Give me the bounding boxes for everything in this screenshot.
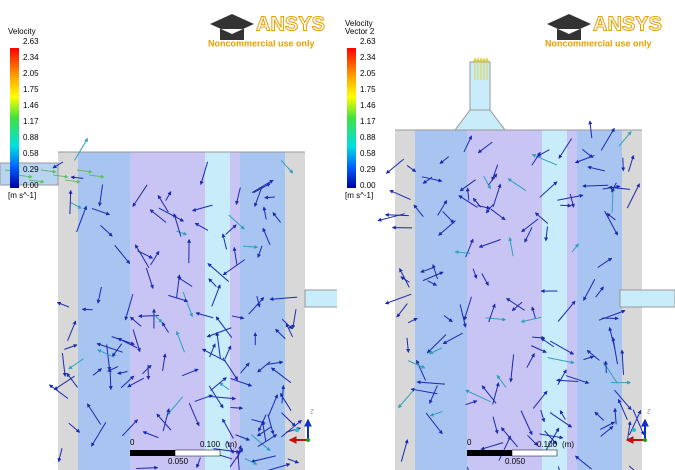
scale-bar — [130, 450, 175, 456]
domain-region — [230, 152, 240, 470]
axis-label: Z — [310, 410, 314, 416]
legend-tick: 2.63 — [360, 37, 376, 46]
legend-title: Vector 2 — [345, 27, 375, 36]
legend-tick: 0.29 — [360, 165, 376, 174]
scale-label: 0.050 — [505, 457, 526, 466]
domain-region — [205, 152, 230, 470]
domain-region — [285, 152, 305, 470]
velocity-vector — [265, 197, 275, 198]
scale-bar — [512, 450, 557, 456]
logo-cap — [210, 14, 254, 40]
cone — [455, 110, 505, 130]
logo-brand: ANSYS — [593, 13, 662, 35]
velocity-vector — [82, 309, 92, 310]
legend-tick: 1.17 — [23, 117, 39, 126]
axis-point — [295, 428, 299, 432]
legend-tick: 2.34 — [360, 53, 376, 62]
logo-note: Noncommercial use only — [545, 38, 652, 48]
legend-tick: 1.46 — [23, 101, 39, 110]
domain-region — [467, 130, 542, 470]
velocity-vector — [606, 361, 607, 373]
scale-bar — [175, 450, 220, 456]
legend-unit: [m s^-1] — [8, 191, 36, 200]
legend-tick: 0.88 — [23, 133, 39, 142]
logo-note: Noncommercial use only — [208, 38, 315, 48]
scale-label: 0.050 — [168, 457, 189, 466]
legend-tick: 0.00 — [23, 181, 39, 190]
legend-unit: [m s^-1] — [345, 191, 373, 200]
root: Velocity2.632.342.051.751.461.170.880.58… — [0, 13, 675, 470]
scale-label: (m) — [562, 440, 574, 449]
legend-tick: 0.29 — [23, 165, 39, 174]
legend-tick: 2.05 — [360, 69, 376, 78]
domain-region — [58, 152, 78, 470]
scale-bar — [467, 450, 512, 456]
legend-tick: 0.00 — [360, 181, 376, 190]
legend-tick: 0.88 — [360, 133, 376, 142]
panel: Velocity2.63 2.34 2.05 1.75 1.46 1.17 0.88 0.58… — [0, 13, 345, 470]
legend-tick: 0.58 — [23, 149, 39, 158]
outlet-pipe — [620, 290, 675, 307]
screenshot: Velocity2.632.342.051.751.461.170.880.58… — [0, 0, 675, 470]
legend-tick: 1.75 — [23, 85, 39, 94]
scale-label: 0 — [467, 438, 472, 447]
scale-label: 0.100 — [200, 440, 221, 449]
outlet-pipe — [305, 290, 345, 307]
legend-tick: 2.34 — [23, 53, 39, 62]
legend-tick: 1.75 — [360, 85, 376, 94]
domain-region — [567, 130, 577, 470]
color-bar — [10, 48, 19, 188]
logo-cap — [547, 14, 591, 40]
scale-label: (m) — [225, 440, 237, 449]
domain-region — [130, 152, 205, 470]
domain-region — [395, 130, 415, 470]
axis-y — [306, 438, 310, 442]
axis-label: Z — [647, 410, 651, 416]
axis-y — [643, 438, 647, 442]
legend-title: Velocity — [8, 27, 36, 36]
axis-point — [632, 428, 636, 432]
scale-label: 0.100 — [537, 440, 558, 449]
scale-label: 0 — [130, 438, 135, 447]
logo-brand: ANSYS — [256, 13, 325, 35]
domain-region — [78, 152, 130, 470]
domain-region — [542, 130, 567, 470]
legend-tick: 1.17 — [360, 117, 376, 126]
legend-tick: 2.63 — [23, 37, 39, 46]
legend-tick: 1.46 — [360, 101, 376, 110]
legend-tick: 2.05 — [23, 69, 39, 78]
legend-tick: 0.58 — [360, 149, 376, 158]
color-bar — [347, 48, 356, 188]
